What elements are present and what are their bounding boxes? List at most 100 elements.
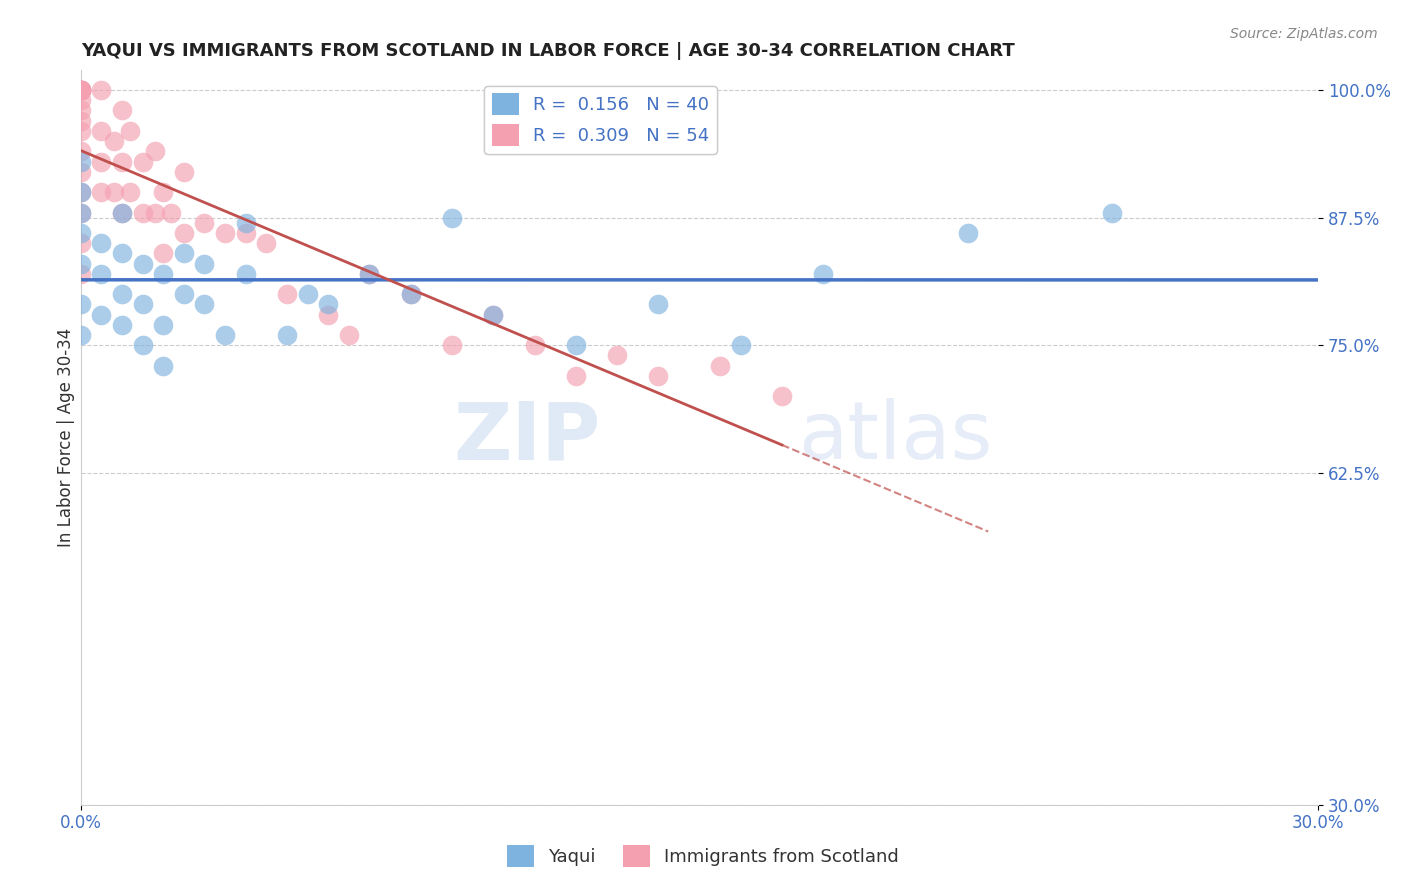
Point [359,267,381,281]
Point [69,185,91,199]
Point [173,165,195,179]
Point [69,205,91,219]
Point [69,145,91,159]
Point [235,267,257,281]
Point [111,205,134,219]
Point [69,83,91,97]
Point [214,328,236,343]
Point [69,257,91,271]
Y-axis label: In Labor Force | Age 30-34: In Labor Force | Age 30-34 [58,327,75,547]
Point [90,124,112,138]
Text: YAQUI VS IMMIGRANTS FROM SCOTLAND IN LABOR FORCE | AGE 30-34 CORRELATION CHART: YAQUI VS IMMIGRANTS FROM SCOTLAND IN LAB… [80,42,1015,60]
Point [214,226,236,240]
Point [69,267,91,281]
Point [956,226,979,240]
Point [276,328,298,343]
Point [69,154,91,169]
Point [813,267,835,281]
Point [152,318,174,332]
Point [1101,205,1123,219]
Point [316,308,339,322]
Point [69,236,91,251]
Point [111,154,134,169]
Point [120,185,142,199]
Point [69,205,91,219]
Point [69,83,91,97]
Point [709,359,731,373]
Point [69,113,91,128]
Point [131,338,153,352]
Point [606,349,628,363]
Point [647,368,669,383]
Legend: Yaqui, Immigrants from Scotland: Yaqui, Immigrants from Scotland [499,838,907,874]
Point [111,287,134,301]
Point [111,318,134,332]
Point [160,205,183,219]
Point [69,165,91,179]
Point [523,338,546,352]
Point [297,287,319,301]
Point [69,83,91,97]
Point [337,328,360,343]
Point [770,389,793,403]
Point [647,297,669,311]
Point [193,297,215,311]
Point [152,185,174,199]
Point [111,205,134,219]
Point [69,297,91,311]
Point [131,154,153,169]
Point [69,226,91,240]
Point [90,154,112,169]
Point [399,287,422,301]
Point [152,246,174,260]
Point [193,216,215,230]
Point [111,246,134,260]
Point [69,83,91,97]
Point [90,83,112,97]
Point [440,338,463,352]
Point [103,185,125,199]
Point [131,257,153,271]
Legend: R =  0.156   N = 40, R =  0.309   N = 54: R = 0.156 N = 40, R = 0.309 N = 54 [485,86,717,153]
Point [69,185,91,199]
Point [69,124,91,138]
Point [276,287,298,301]
Point [235,216,257,230]
Point [399,287,422,301]
Point [440,211,463,225]
Point [316,297,339,311]
Point [730,338,752,352]
Point [193,257,215,271]
Text: atlas: atlas [799,398,993,476]
Point [173,226,195,240]
Point [131,205,153,219]
Point [111,103,134,118]
Point [69,83,91,97]
Point [152,359,174,373]
Point [120,124,142,138]
Point [69,328,91,343]
Point [103,134,125,148]
Point [143,205,166,219]
Point [482,308,505,322]
Point [152,267,174,281]
Point [131,297,153,311]
Point [564,368,586,383]
Point [90,185,112,199]
Point [69,93,91,107]
Point [564,338,586,352]
Point [359,267,381,281]
Point [143,145,166,159]
Text: ZIP: ZIP [453,398,600,476]
Point [90,267,112,281]
Point [173,246,195,260]
Point [173,287,195,301]
Point [90,308,112,322]
Point [90,236,112,251]
Point [69,103,91,118]
Text: Source: ZipAtlas.com: Source: ZipAtlas.com [1230,27,1378,41]
Point [69,83,91,97]
Point [69,83,91,97]
Point [254,236,277,251]
Point [482,308,505,322]
